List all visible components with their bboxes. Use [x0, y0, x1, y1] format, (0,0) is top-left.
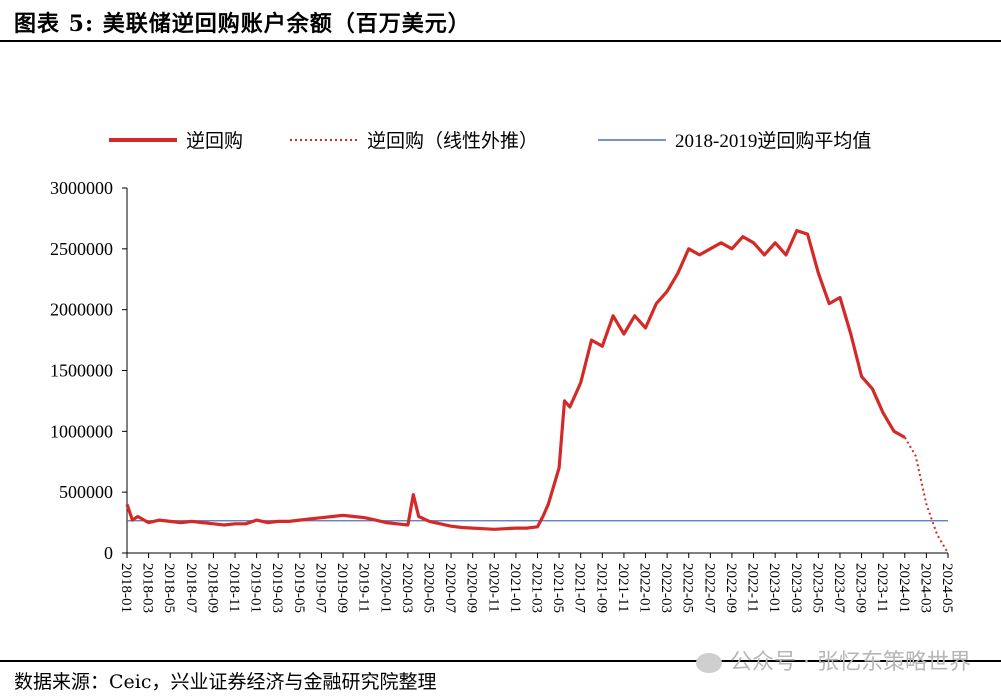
series-main-line — [125, 229, 906, 531]
x-tick-label: 2018-09 — [204, 563, 220, 613]
title-divider — [0, 40, 1001, 42]
x-tick-label: 2023-07 — [831, 563, 847, 613]
x-tick-label: 2023-01 — [766, 563, 782, 613]
x-tick-label: 2021-11 — [615, 563, 631, 612]
x-tick-label: 2021-03 — [529, 563, 545, 613]
x-tick-label: 2020-05 — [420, 563, 436, 613]
page-title: 图表 5: 美联储逆回购账户余额（百万美元） — [14, 11, 471, 37]
x-tick-label: 2024-03 — [917, 563, 933, 613]
x-tick-label: 2020-01 — [377, 563, 393, 613]
y-tick-label: 500000 — [59, 482, 113, 502]
x-tick-label: 2022-03 — [658, 563, 674, 613]
x-tick-label: 2023-05 — [809, 563, 825, 613]
y-tick-label: 2000000 — [50, 300, 113, 320]
x-tick-label: 2022-07 — [701, 563, 717, 613]
chart: 逆回购 逆回购（线性外推） 2018-2019逆回购平均值 0 500000 10000… — [50, 130, 955, 613]
x-tick-label: 2022-01 — [637, 563, 653, 613]
x-tick-label: 2020-11 — [485, 563, 501, 612]
x-tick-label: 2019-11 — [356, 563, 372, 612]
x-tick-label: 2019-09 — [334, 563, 350, 613]
x-tick-label: 2019-05 — [291, 563, 307, 613]
x-tick-label: 2023-03 — [788, 563, 804, 613]
x-tick-label: 2020-03 — [399, 563, 415, 613]
x-tick-label: 2019-01 — [248, 563, 264, 613]
y-tick-label: 1500000 — [50, 361, 113, 381]
y-tick-label: 0 — [104, 543, 113, 563]
x-tick-label: 2024-01 — [896, 563, 912, 613]
x-tick-label: 2023-11 — [874, 563, 890, 612]
x-tick-label: 2020-09 — [464, 563, 480, 613]
legend-label-main: 逆回购 — [186, 130, 243, 152]
y-tick-label: 1000000 — [50, 421, 113, 441]
x-tick-label: 2018-03 — [140, 563, 156, 613]
x-tick-label: 2023-09 — [853, 563, 869, 613]
x-tick-label: 2020-07 — [442, 563, 458, 613]
plot-area — [125, 229, 949, 554]
watermark-text: 公众号 · 张忆东策略世界 — [730, 650, 971, 675]
title-bar: 图表 5: 美联储逆回购账户余额（百万美元） — [0, 0, 1001, 42]
wechat-icon — [696, 653, 723, 673]
legend: 逆回购 逆回购（线性外推） 2018-2019逆回购平均值 — [109, 130, 871, 152]
legend-label-avg: 2018-2019逆回购平均值 — [675, 130, 871, 152]
x-tick-label: 2019-03 — [269, 563, 285, 613]
legend-label-extrapolation: 逆回购（线性外推） — [367, 130, 538, 152]
x-tick-label: 2018-07 — [183, 563, 199, 613]
x-tick-label: 2021-09 — [593, 563, 609, 613]
x-tick-label: 2024-05 — [939, 563, 955, 613]
x-tick-label: 2022-05 — [680, 563, 696, 613]
x-tick-label: 2021-01 — [507, 563, 523, 613]
x-tick-label: 2019-07 — [312, 563, 328, 613]
x-tick-label: 2022-09 — [723, 563, 739, 613]
x-tick-label: 2018-01 — [118, 563, 134, 613]
axes: 0 500000 1000000 1500000 2000000 2500000 30000… — [50, 178, 955, 613]
x-tick-label: 2018-05 — [161, 563, 177, 613]
x-tick-label: 2021-05 — [550, 563, 566, 613]
y-tick-label: 2500000 — [50, 239, 113, 259]
x-tick-label: 2021-07 — [572, 563, 588, 613]
watermark: 公众号 · 张忆东策略世界 — [696, 644, 971, 676]
x-tick-label: 2022-11 — [745, 563, 761, 612]
x-tick-label: 2018-11 — [226, 563, 242, 612]
y-tick-label: 3000000 — [50, 178, 113, 198]
series-extrapolation-line — [903, 436, 949, 554]
source-note: 数据来源：Ceic，兴业证券经济与金融研究院整理 — [14, 671, 437, 693]
footer-divider — [0, 660, 1001, 662]
